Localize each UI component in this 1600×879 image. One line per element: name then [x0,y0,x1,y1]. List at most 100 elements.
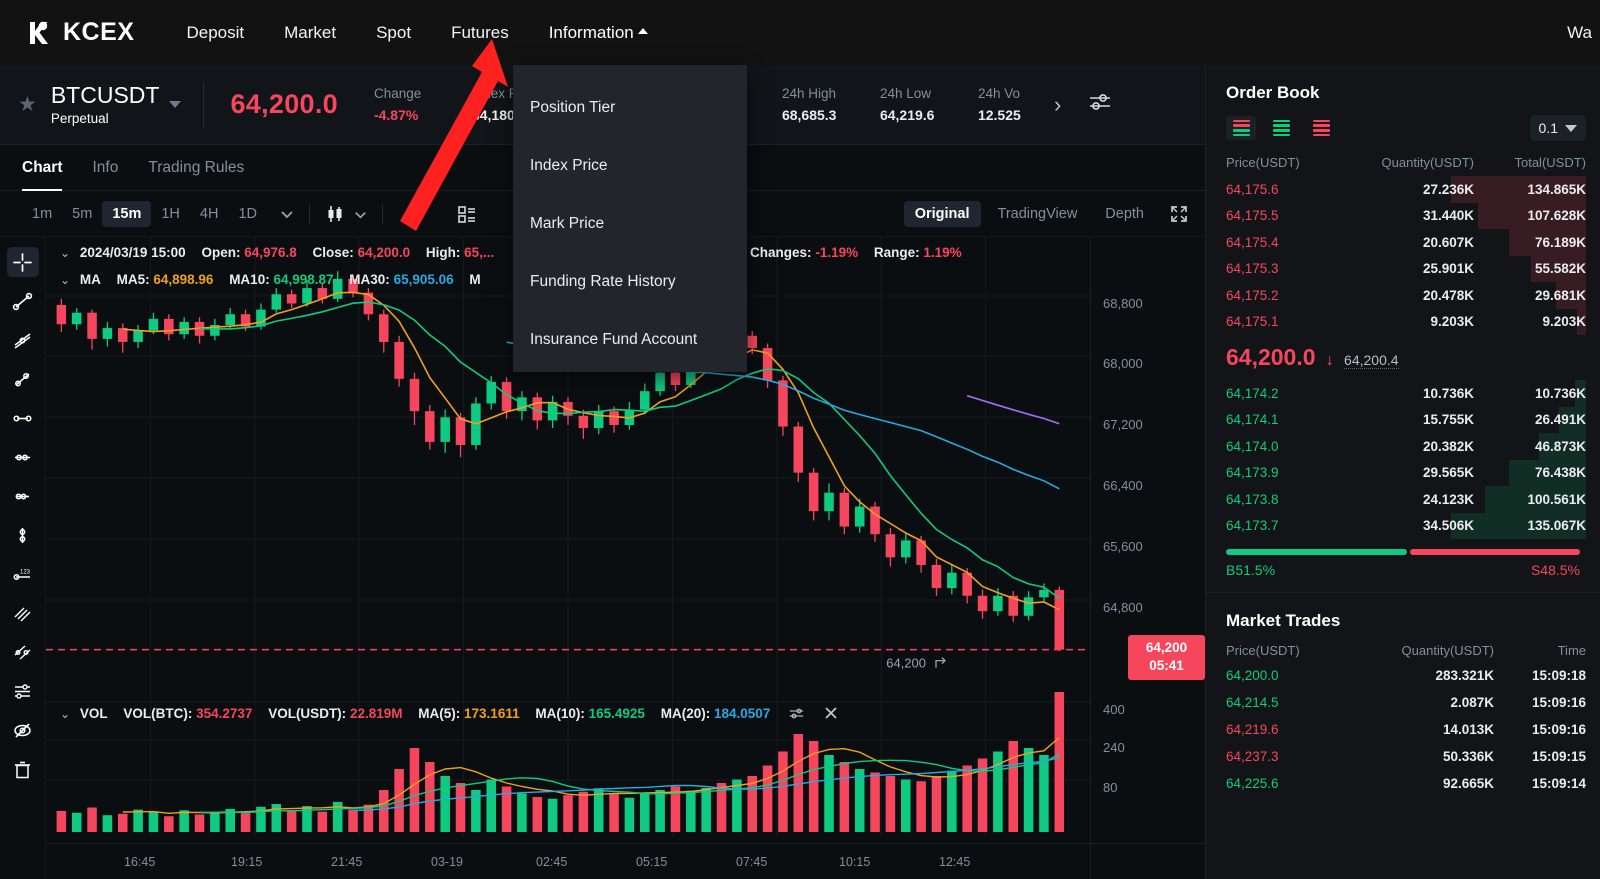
chevron-right-icon[interactable]: › [1053,91,1062,117]
ma10-label: MA10: [229,272,270,287]
order-book-asks-icon[interactable] [1306,116,1336,140]
volume-close-icon[interactable] [823,705,839,724]
price-label-icon[interactable]: 123 [7,559,39,589]
timeframe-15m[interactable]: 15m [102,201,152,227]
column-price: Price(USDT) [1226,643,1300,658]
horizontal-segment-icon[interactable] [7,403,39,433]
timeframe-more-chevron-down-icon[interactable] [279,206,295,222]
nav-item-information[interactable]: Information [549,23,648,43]
order-book-row[interactable]: 64,175.2 20.478K 29.681K [1206,282,1600,309]
timeframe-1m[interactable]: 1m [22,201,62,227]
menu-item-insurance-fund-account[interactable]: Insurance Fund Account [513,311,747,369]
stat-value: 68,685.3 [781,107,837,123]
chevron-down-icon[interactable]: ⌄ [60,246,71,260]
order-book-bids-icon[interactable] [1266,116,1296,140]
order-book-row[interactable]: 64,173.9 29.565K 76.438K [1206,459,1600,486]
open-label: Open: [201,245,241,260]
volume-settings-icon[interactable] [788,706,805,724]
candlestick-chevron-down-icon[interactable] [353,207,368,222]
order-book-row[interactable]: 64,175.4 20.607K 76.189K [1206,229,1600,256]
arrow-segment-icon[interactable] [7,481,39,511]
expand-icon[interactable] [1169,204,1189,224]
symbol-selector[interactable]: BTCUSDT Perpetual [50,82,182,126]
chevron-down-icon[interactable]: ⌄ [60,273,71,287]
vol-name: VOL [79,706,108,721]
ob-price: 64,174.0 [1226,438,1279,454]
brand-logo[interactable]: KCEX [26,18,134,48]
order-book-row[interactable]: 64,175.5 31.440K 107.628K [1206,202,1600,229]
order-book-row[interactable]: 64,175.3 25.901K 55.582K [1206,255,1600,282]
nav-wallet-link[interactable]: Wa [1567,22,1592,42]
settings-lines-icon[interactable] [7,676,39,706]
tick-size-selector[interactable]: 0.1 [1529,115,1586,141]
timeframe-4h[interactable]: 4H [190,201,229,227]
market-trades-header: Price(USDT) Quantity(USDT) Time [1206,631,1600,662]
menu-item-mark-price[interactable]: Mark Price [513,195,747,253]
menu-item-index-price[interactable]: Index Price [513,137,747,195]
tab-trading-rules[interactable]: Trading Rules [148,145,244,191]
fx-indicator-icon[interactable]: f x [407,203,429,225]
order-book-header: Price(USDT) Quantity(USDT) Total(USDT) [1206,141,1600,176]
vertical-line-icon[interactable] [7,520,39,550]
order-book-row[interactable]: 64,174.2 10.736K 10.736K [1206,380,1600,407]
order-book-row[interactable]: 64,174.1 15.755K 26.491K [1206,406,1600,433]
volume-legend: ⌄ VOL VOL(BTC): 354.2737 VOL(USDT): 22.8… [60,705,839,724]
layout-grid-icon[interactable] [457,204,477,224]
vol-btc-label: VOL(BTC): [123,706,193,721]
column-quantity: Quantity(USDT) [1401,643,1494,658]
chevron-down-icon[interactable]: ⌄ [60,707,71,721]
view-depth[interactable]: Depth [1094,201,1155,227]
ob-price: 64,173.7 [1226,518,1279,534]
crosshair-icon[interactable] [6,247,39,277]
ob-price: 64,173.9 [1226,465,1279,481]
tf-label: 15m [112,206,142,222]
time-axis[interactable]: 16:45 19:15 21:45 03-19 02:45 05:15 07:4… [46,843,1205,879]
chart-view-tabs: Original TradingView Depth [903,201,1189,227]
price-tick: 68,800 [1103,296,1143,311]
horizontal-ray-icon[interactable] [7,442,39,472]
timeframe-5m[interactable]: 5m [62,201,102,227]
menu-item-position-tier[interactable]: Position Tier [513,79,747,137]
symbol-name: BTCUSDT [50,82,160,109]
view-original[interactable]: Original [903,201,981,227]
ob-quantity: 20.478K [1422,287,1474,303]
time-tick: 16:45 [124,855,156,869]
ray-line-icon[interactable] [7,364,39,394]
timeframe-1h[interactable]: 1H [151,201,190,227]
menu-item-funding-rate-history[interactable]: Funding Rate History [513,253,747,311]
order-book-row[interactable]: 64,175.1 9.203K 9.203K [1206,308,1600,335]
order-book-row[interactable]: 64,175.6 27.236K 134.865K [1206,176,1600,203]
candlestick-icon[interactable] [324,203,346,225]
time-tick: 12:45 [939,855,971,869]
price-axis[interactable]: 68,800 68,000 67,200 66,400 65,600 64,80… [1090,237,1205,879]
stat-value: -4.87% [373,107,419,123]
nav-item-market[interactable]: Market [284,23,336,43]
tab-chart[interactable]: Chart [22,145,63,191]
nav-label: Deposit [186,22,245,42]
star-icon[interactable]: ★ [18,93,37,116]
fibonacci-icon[interactable] [7,598,39,628]
stat-label: 24h High [781,86,836,101]
chevron-down-icon [1565,124,1577,132]
tab-info[interactable]: Info [92,145,118,191]
pitchfork-icon[interactable] [7,637,39,667]
parallel-channel-icon[interactable] [7,325,39,355]
kcex-logo-icon [26,18,56,48]
trade-time: 15:09:18 [1531,668,1586,683]
order-book-both-icon[interactable] [1226,116,1256,140]
ob-total: 76.438K [1534,465,1586,481]
nav-item-deposit[interactable]: Deposit [186,23,244,43]
timeframe-1d[interactable]: 1D [228,201,267,227]
ob-quantity: 20.607K [1422,234,1474,250]
ticker-settings-icon[interactable] [1087,91,1113,118]
nav-item-spot[interactable]: Spot [376,23,411,43]
view-tradingview[interactable]: TradingView [987,201,1089,227]
order-book-row[interactable]: 64,173.7 34.506K 135.067K [1206,512,1600,539]
delete-drawings-icon[interactable] [7,754,39,784]
order-book-row[interactable]: 64,173.8 24.123K 100.561K [1206,486,1600,513]
trend-line-icon[interactable] [7,286,39,316]
nav-item-futures[interactable]: Futures [451,23,509,43]
order-book-row[interactable]: 64,174.0 20.382K 46.873K [1206,433,1600,460]
trade-time: 15:09:15 [1531,749,1586,764]
hide-drawings-icon[interactable] [7,715,39,745]
